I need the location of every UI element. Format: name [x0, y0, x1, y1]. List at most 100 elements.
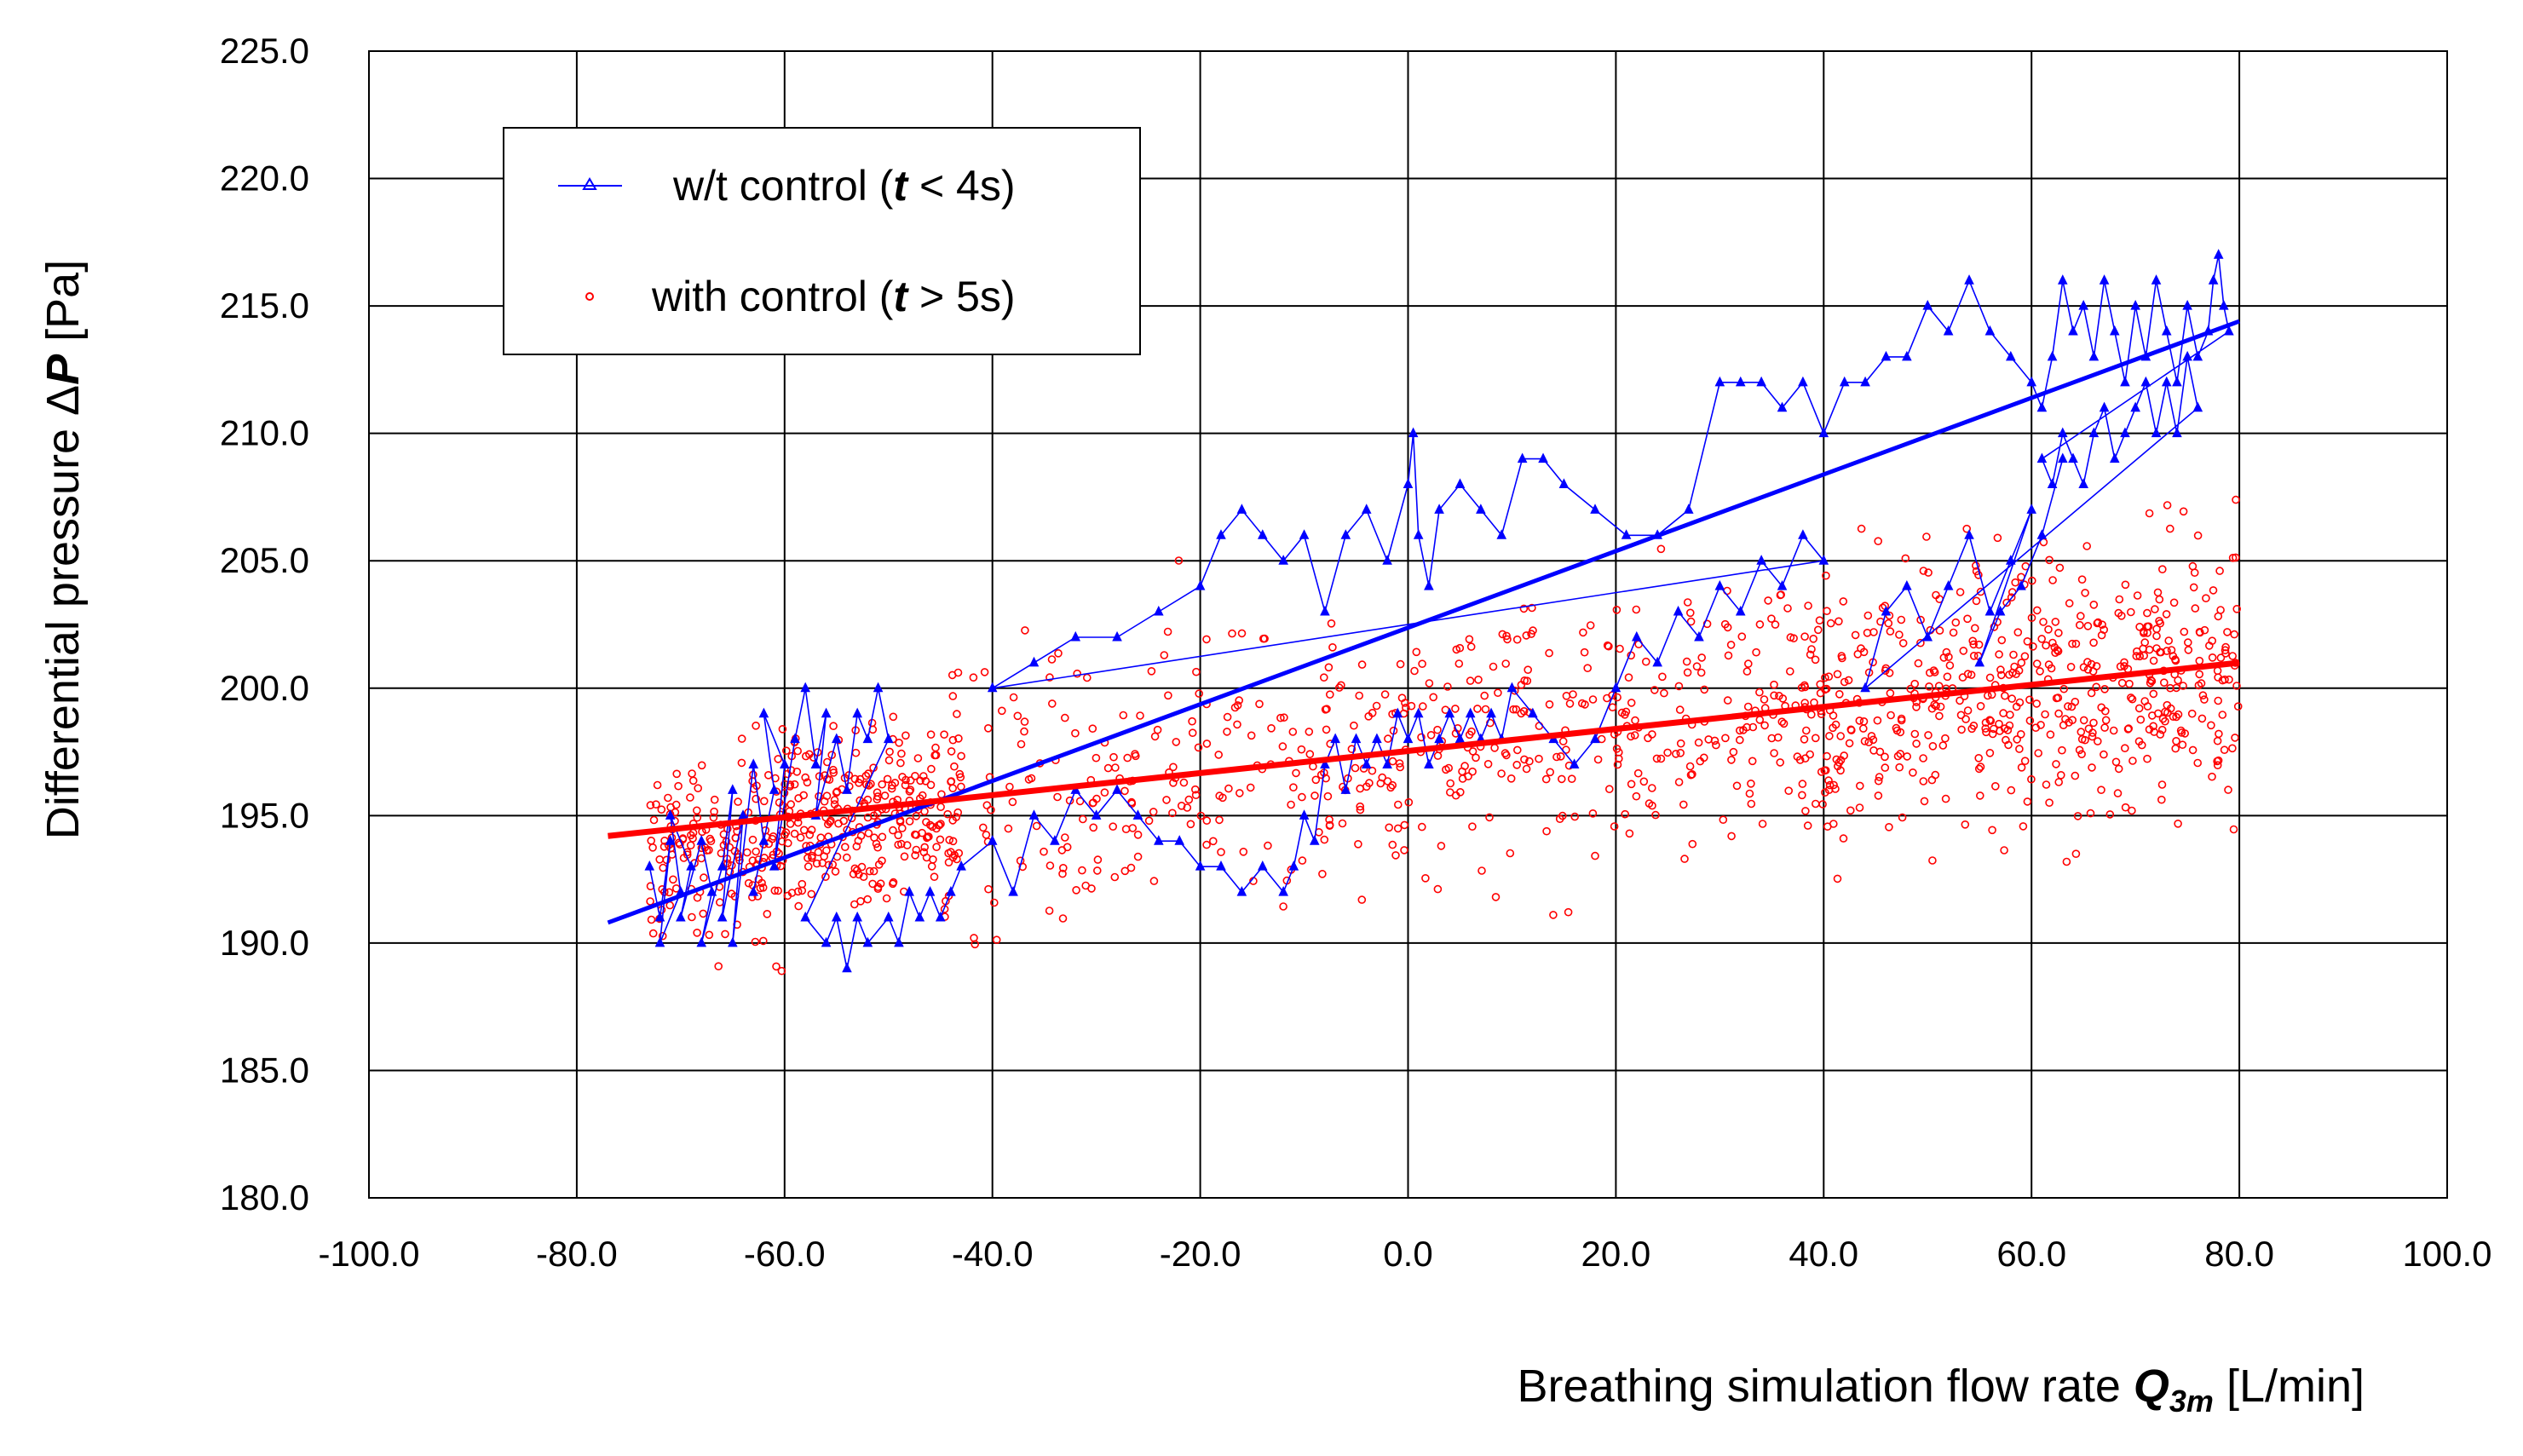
data-point-with-control: [1581, 700, 1589, 709]
data-point-with-control: [744, 878, 753, 888]
data-point-with-control: [2042, 780, 2051, 789]
data-point-with-control: [1956, 696, 1964, 705]
data-point-with-control: [982, 801, 992, 810]
data-point-with-control: [2145, 645, 2154, 654]
data-point-with-control: [1995, 719, 2003, 728]
data-point-with-control: [979, 823, 988, 832]
data-point-wt-control: [1154, 605, 1164, 616]
data-point-with-control: [2207, 721, 2215, 730]
data-point-with-control: [1967, 724, 1976, 734]
data-point-with-control: [1648, 784, 1656, 792]
data-point-with-control: [1364, 711, 1373, 721]
data-point-with-control: [1886, 711, 1895, 720]
data-point-with-control: [1100, 788, 1109, 797]
data-point-with-control: [2052, 760, 2060, 768]
data-point-with-control: [2187, 709, 2197, 718]
data-point-with-control: [2148, 711, 2157, 720]
data-point-with-control: [1743, 702, 1753, 711]
data-point-with-control: [980, 668, 989, 676]
data-point-with-control: [786, 820, 795, 828]
data-point-with-control: [2205, 642, 2214, 650]
data-point-with-control: [2007, 786, 2016, 795]
data-point-with-control: [693, 929, 701, 937]
data-point-with-control: [1093, 855, 1103, 864]
data-point-with-control: [2059, 684, 2068, 693]
data-point-with-control: [2013, 735, 2021, 744]
data-point-wt-control: [800, 911, 810, 922]
data-point-with-control: [2151, 605, 2159, 613]
data-point-with-control: [2117, 678, 2127, 688]
data-point-with-control: [1867, 732, 1876, 740]
data-point-wt-control: [1195, 580, 1206, 590]
data-point-with-control: [2228, 652, 2237, 660]
data-point-with-control: [1610, 822, 1619, 831]
data-point-with-control: [1961, 715, 1970, 723]
data-point-wt-control: [852, 707, 862, 718]
data-point-wt-control: [717, 860, 728, 871]
data-point-with-control: [1425, 679, 1434, 688]
data-point-with-control: [931, 751, 941, 760]
data-point-with-control: [902, 841, 912, 849]
data-point-with-control: [2143, 622, 2151, 631]
data-point-wt-control: [2109, 325, 2120, 336]
data-point-wt-control: [2047, 478, 2058, 488]
data-point-with-control: [1976, 791, 1984, 800]
data-point-with-control: [1803, 821, 1812, 830]
data-point-with-control: [1736, 735, 1744, 745]
data-point-with-control: [2223, 628, 2232, 636]
data-point-wt-control: [1964, 274, 1974, 285]
data-point-with-control: [1354, 839, 1362, 849]
data-point-with-control: [1593, 755, 1603, 764]
data-point-with-control: [1869, 735, 1878, 745]
data-point-with-control: [1513, 745, 1522, 755]
data-point-wt-control: [2057, 427, 2068, 438]
data-point-wt-control: [2006, 350, 2016, 361]
data-point-with-control: [1824, 776, 1833, 785]
data-point-with-control: [2218, 711, 2227, 719]
data-point-with-control: [1829, 820, 1838, 828]
data-point-with-control: [2160, 678, 2169, 688]
data-point-with-control: [1426, 730, 1436, 740]
data-point-with-control: [2174, 676, 2182, 685]
data-point-with-control: [1873, 716, 1882, 725]
data-point-with-control: [1184, 795, 1194, 804]
data-point-with-control: [1325, 815, 1334, 824]
data-point-with-control: [2135, 652, 2144, 661]
data-point-with-control: [1357, 895, 1367, 904]
legend-label-with-control: with control (t > 5s): [651, 273, 1016, 320]
data-point-with-control: [1625, 829, 1634, 838]
data-point-with-control: [822, 791, 832, 801]
data-point-with-control: [2157, 725, 2167, 734]
data-point-with-control: [1549, 911, 1558, 919]
data-point-with-control: [912, 812, 921, 820]
data-point-with-control: [1658, 672, 1667, 682]
data-point-with-control: [1446, 788, 1454, 797]
data-point-with-control: [2017, 763, 2026, 772]
data-point-with-control: [1729, 747, 1738, 757]
data-point-with-control: [2041, 710, 2049, 719]
data-point-with-control: [2083, 658, 2092, 666]
data-point-with-control: [2209, 586, 2218, 595]
data-point-wt-control: [1257, 529, 1268, 539]
data-point-with-control: [2139, 644, 2147, 653]
data-point-with-control: [752, 847, 761, 856]
data-point-with-control: [2007, 694, 2016, 703]
data-point-with-control: [898, 773, 907, 781]
data-point-with-control: [1874, 776, 1883, 786]
data-point-with-control: [2231, 734, 2239, 742]
data-point-with-control: [2100, 750, 2108, 759]
data-point-wt-control: [1860, 376, 1870, 387]
data-point-with-control: [1279, 902, 1287, 911]
data-point-with-control: [1490, 743, 1499, 752]
data-point-with-control: [1919, 777, 1928, 786]
data-point-with-control: [1059, 863, 1068, 872]
data-point-with-control: [1525, 757, 1534, 766]
data-point-with-control: [1223, 712, 1232, 722]
data-point-with-control: [1779, 719, 1789, 728]
legend-triangle-icon: [582, 177, 597, 190]
data-point-wt-control: [1392, 707, 1403, 718]
data-point-with-control: [706, 837, 716, 846]
data-point-with-control: [1288, 728, 1298, 736]
data-point-with-control: [1356, 784, 1364, 793]
data-point-with-control: [646, 897, 654, 906]
